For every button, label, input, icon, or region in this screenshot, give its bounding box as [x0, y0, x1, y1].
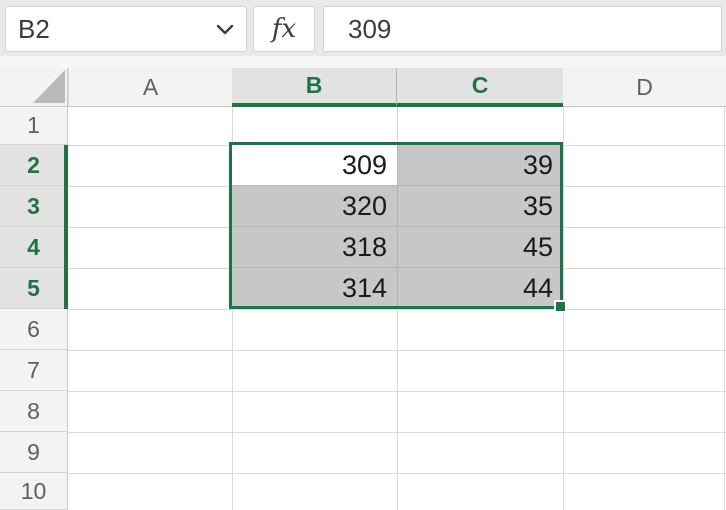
fx-icon: fx [271, 14, 297, 44]
insert-function-button[interactable]: fx [253, 6, 315, 52]
fill-handle[interactable] [554, 300, 567, 313]
row-header-1[interactable]: 1 [0, 107, 68, 145]
cell-B4[interactable]: 318 [232, 227, 397, 267]
cell-C4[interactable]: 45 [398, 227, 563, 267]
gridline [68, 350, 726, 351]
row-header-4[interactable]: 4 [0, 227, 68, 268]
name-box-value: B2 [18, 13, 50, 44]
gridline [68, 473, 726, 474]
cell-C2[interactable]: 39 [398, 145, 563, 185]
cell-B2[interactable]: 309 [232, 145, 397, 185]
cell-C3[interactable]: 35 [398, 186, 563, 226]
formula-bar-row: B2 fx 309 [0, 0, 726, 56]
selected-rows-accent-bar [64, 145, 68, 309]
gridline [724, 107, 725, 510]
cell-B5[interactable]: 314 [232, 268, 397, 309]
row-header-2[interactable]: 2 [0, 145, 68, 186]
formula-input[interactable]: 309 [323, 6, 722, 52]
gridline [68, 309, 726, 310]
cell-C5[interactable]: 44 [398, 268, 563, 309]
chrome-divider-strip [0, 56, 726, 68]
row-header-5[interactable]: 5 [0, 268, 68, 309]
row-header-10[interactable]: 10 [0, 473, 68, 510]
row-header-9[interactable]: 9 [0, 432, 68, 473]
row-header-7[interactable]: 7 [0, 350, 68, 391]
column-header-b[interactable]: B [232, 68, 397, 107]
chevron-down-icon[interactable] [216, 24, 234, 35]
formula-value: 309 [348, 13, 392, 44]
selected-range: 309 39 320 35 318 45 314 44 [232, 145, 563, 309]
column-header-a[interactable]: A [68, 68, 232, 107]
row-header-3[interactable]: 3 [0, 186, 68, 227]
cell-B3[interactable]: 320 [232, 186, 397, 226]
gridline [68, 391, 726, 392]
gridline [68, 432, 726, 433]
row-header-6[interactable]: 6 [0, 309, 68, 350]
column-header-c[interactable]: C [397, 68, 563, 107]
row-header-8[interactable]: 8 [0, 391, 68, 432]
column-header-d[interactable]: D [563, 68, 726, 107]
name-box[interactable]: B2 [5, 6, 247, 52]
